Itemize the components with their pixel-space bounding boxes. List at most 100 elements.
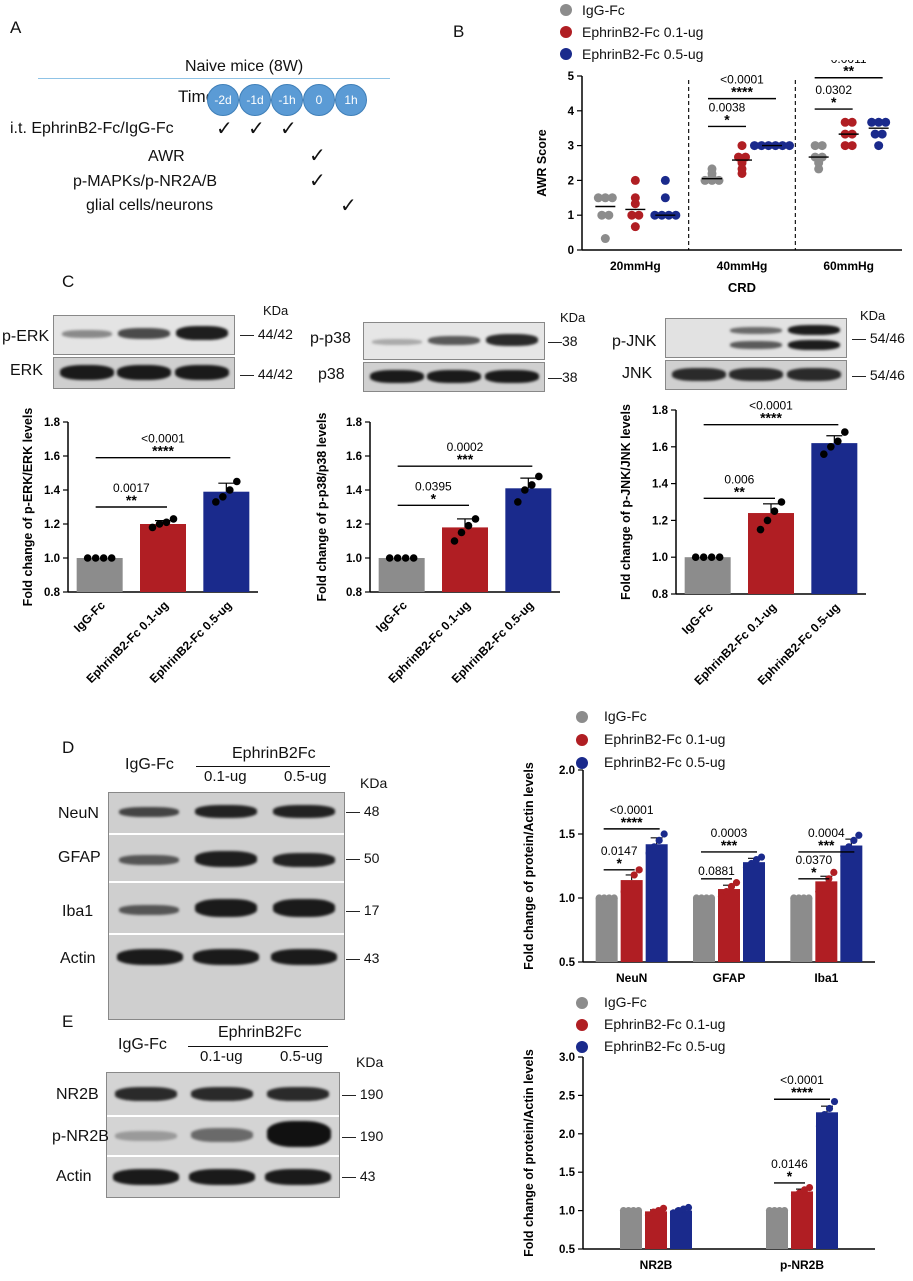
timeline-row-injection: i.t. EphrinB2-Fc/IgG-Fc: [10, 120, 174, 137]
chart-p-jnk: 0.8 1.0 1.2 1.4 1.6 1.8 Fold change of p-JNK/J…: [619, 399, 866, 688]
data-point: [620, 888, 628, 896]
y-tick-label: 1.8: [652, 405, 669, 417]
data-point: [650, 210, 660, 220]
y-tick-label: 1.4: [346, 485, 363, 497]
data-point: [800, 894, 808, 902]
mw-value: 190: [359, 1086, 384, 1102]
mw-label: — 54/46: [852, 330, 905, 346]
p-value-label: 0.0004: [808, 826, 845, 840]
blot-band: [117, 365, 171, 380]
data-point: [815, 888, 823, 896]
y-tick-label: 1.6: [44, 451, 60, 463]
bar: [815, 881, 838, 962]
data-point: [535, 472, 543, 481]
mw-value: 44/42: [257, 326, 293, 342]
mw-label: — 44/42: [240, 366, 293, 382]
data-point: [219, 493, 227, 501]
bar: [790, 898, 813, 962]
y-tick-label: 1.8: [44, 417, 61, 429]
blot-band: [730, 341, 782, 349]
bar: [816, 1112, 838, 1249]
data-point: [820, 1111, 829, 1119]
blot-row-label: GFAP: [58, 849, 101, 866]
blot-header-dose: 0.5-ug: [284, 768, 327, 785]
y-tick-label: 1.0: [559, 1206, 575, 1218]
blot-header-dose: 0.5-ug: [280, 1048, 323, 1065]
data-point: [702, 894, 711, 902]
blot-band: [175, 365, 229, 380]
bar: [811, 443, 858, 594]
data-point: [514, 498, 522, 506]
blot-strip: [53, 357, 235, 389]
data-point: [707, 172, 717, 182]
blot-band: [117, 949, 183, 965]
legend-marker-low: [560, 26, 572, 38]
data-point: [715, 553, 724, 561]
data-point: [777, 498, 786, 506]
data-point: [630, 871, 638, 879]
data-point: [233, 477, 241, 486]
blot-header-igg: IgG-Fc: [125, 756, 174, 773]
bar: [140, 524, 186, 592]
y-tick-label: 1.5: [559, 1167, 576, 1179]
data-point: [810, 141, 820, 151]
data-point: [226, 486, 234, 494]
bar: [620, 1210, 642, 1249]
bar: [840, 845, 863, 962]
data-point: [770, 507, 779, 515]
p-value-label: 0.0146: [771, 1157, 808, 1171]
data-point: [605, 894, 613, 902]
blot-band: [273, 853, 335, 867]
mw-value: 38: [562, 369, 578, 385]
data-point: [634, 1207, 643, 1215]
mw-label: —38: [548, 369, 578, 385]
data-point: [99, 554, 108, 562]
x-axis-label: CRD: [728, 280, 756, 295]
data-point: [604, 210, 614, 220]
data-point: [627, 210, 637, 220]
x-tick-label: IgG-Fc: [373, 598, 410, 635]
p-value-label: <0.0001: [610, 803, 654, 817]
mw-label: — 43: [346, 950, 380, 966]
blot-header-igg: IgG-Fc: [118, 1036, 167, 1053]
strip-divider: [107, 1155, 339, 1157]
blot-band: [427, 370, 481, 383]
y-tick-label: 1.4: [652, 479, 669, 491]
x-tick-label: 40mmHg: [717, 259, 768, 273]
blot-band: [730, 327, 782, 334]
y-tick-label: 1.2: [44, 519, 60, 531]
panel-label-a: A: [10, 18, 22, 37]
data-point: [877, 129, 887, 139]
data-point: [671, 210, 681, 220]
blot-band: [119, 807, 179, 817]
data-point: [737, 168, 747, 178]
p-value-label: 0.006: [724, 472, 754, 486]
y-tick-label: 3: [568, 141, 574, 153]
data-point: [778, 141, 787, 151]
y-tick-label: 2.0: [559, 765, 575, 777]
data-point: [785, 141, 794, 151]
blot-band: [189, 1169, 255, 1185]
check-icon: ✓: [248, 118, 265, 140]
data-point: [401, 554, 410, 562]
data-point: [634, 210, 644, 220]
data-point: [717, 893, 726, 901]
data-point: [464, 521, 473, 530]
timeline-row-awr: AWR: [148, 148, 185, 165]
kda-label: KDa: [356, 1054, 384, 1070]
data-point: [881, 117, 891, 127]
data-point: [600, 193, 610, 203]
blot-header-group: EphrinB2Fc: [218, 1024, 302, 1041]
bar: [203, 491, 250, 592]
legend-marker-igg: [576, 997, 588, 1009]
y-tick-label: 1.4: [44, 485, 61, 497]
blot-band: [486, 334, 538, 346]
data-point: [212, 498, 220, 506]
data-point: [805, 1183, 814, 1192]
bar: [645, 844, 668, 962]
significance-stars: ***: [818, 837, 835, 853]
data-point: [471, 515, 480, 523]
x-tick-label: Iba1: [814, 971, 838, 985]
data-point: [780, 1207, 789, 1215]
data-point: [610, 894, 618, 902]
